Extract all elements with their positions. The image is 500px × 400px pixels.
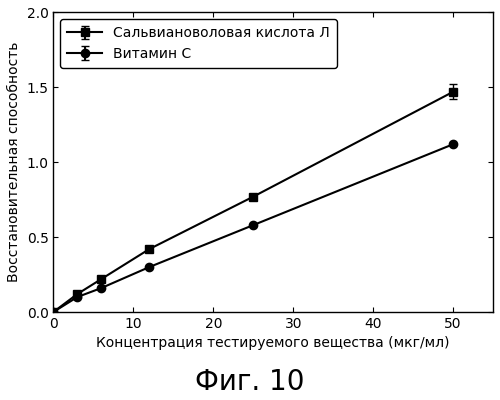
X-axis label: Концентрация тестируемого вещества (мкг/мл): Концентрация тестируемого вещества (мкг/… [96,336,450,350]
Legend: Сальвиановоловая кислота Л, Витамин С: Сальвиановоловая кислота Л, Витамин С [60,19,337,68]
Text: Фиг. 10: Фиг. 10 [195,368,305,396]
Y-axis label: Восстановительная способность: Восстановительная способность [7,42,21,282]
